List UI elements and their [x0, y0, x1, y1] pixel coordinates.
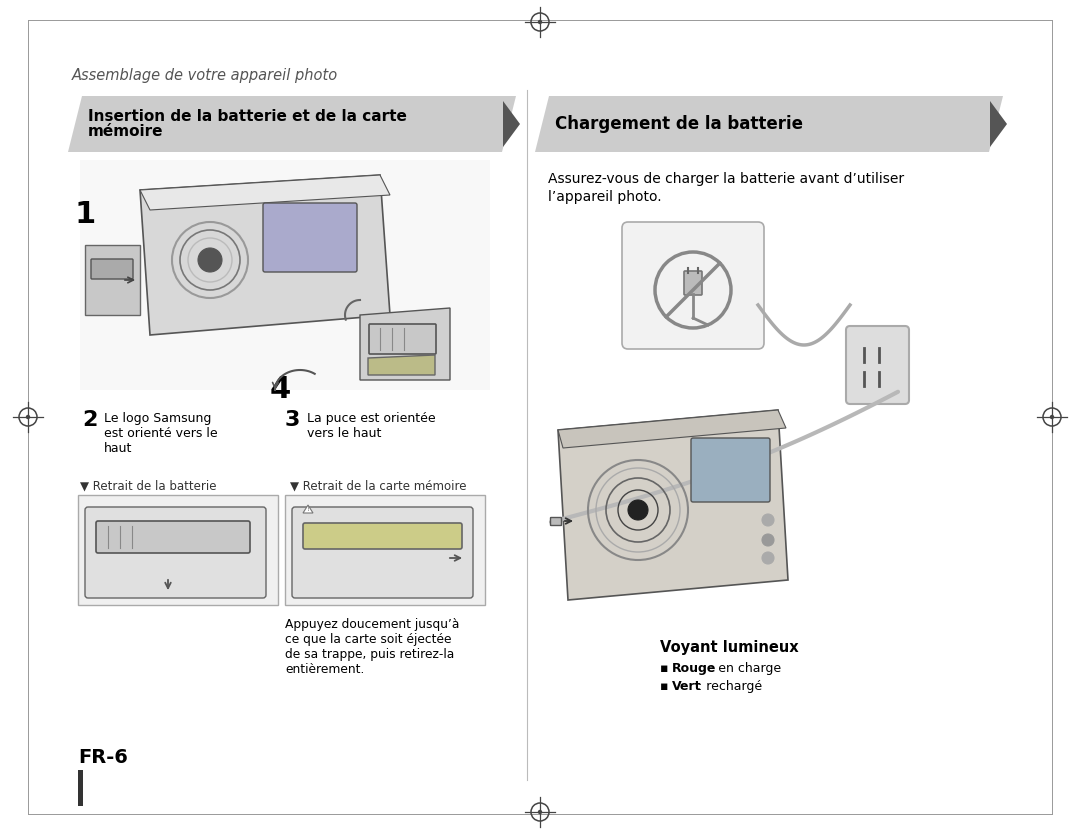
- FancyBboxPatch shape: [96, 521, 249, 553]
- Polygon shape: [360, 308, 450, 380]
- Polygon shape: [140, 175, 390, 210]
- Text: 1: 1: [75, 200, 96, 229]
- Polygon shape: [303, 505, 313, 513]
- Text: ▪: ▪: [660, 680, 673, 693]
- Text: 4: 4: [270, 375, 292, 404]
- Polygon shape: [558, 410, 786, 448]
- Text: FR-6: FR-6: [78, 748, 127, 767]
- Polygon shape: [990, 101, 1007, 147]
- Circle shape: [627, 500, 648, 520]
- Text: Chargement de la batterie: Chargement de la batterie: [555, 115, 804, 133]
- Circle shape: [1051, 415, 1053, 419]
- Polygon shape: [535, 96, 1003, 152]
- FancyBboxPatch shape: [292, 507, 473, 598]
- Text: 2: 2: [82, 410, 97, 430]
- Circle shape: [762, 514, 774, 526]
- Polygon shape: [68, 96, 516, 152]
- Polygon shape: [140, 175, 390, 335]
- Text: Voyant lumineux: Voyant lumineux: [660, 640, 798, 655]
- Text: ▼ Retrait de la carte mémoire: ▼ Retrait de la carte mémoire: [291, 480, 467, 493]
- Circle shape: [27, 415, 29, 419]
- Text: Vert: Vert: [672, 680, 702, 693]
- FancyBboxPatch shape: [264, 203, 357, 272]
- FancyBboxPatch shape: [285, 495, 485, 605]
- FancyBboxPatch shape: [85, 507, 266, 598]
- Text: mémoire: mémoire: [87, 124, 163, 139]
- Text: est orienté vers le: est orienté vers le: [104, 427, 218, 440]
- Text: La puce est orientée: La puce est orientée: [307, 412, 435, 425]
- FancyBboxPatch shape: [369, 324, 436, 354]
- Circle shape: [762, 552, 774, 564]
- FancyBboxPatch shape: [303, 523, 462, 549]
- Polygon shape: [558, 410, 788, 600]
- Circle shape: [539, 811, 541, 813]
- FancyBboxPatch shape: [684, 271, 702, 295]
- Polygon shape: [85, 245, 140, 315]
- Text: haut: haut: [104, 442, 133, 455]
- Circle shape: [762, 534, 774, 546]
- FancyBboxPatch shape: [78, 495, 278, 605]
- Text: l’appareil photo.: l’appareil photo.: [548, 190, 662, 204]
- Text: Rouge: Rouge: [672, 662, 716, 675]
- Text: Assurez-vous de charger la batterie avant d’utiliser: Assurez-vous de charger la batterie avan…: [548, 172, 904, 186]
- Text: ▼ Retrait de la batterie: ▼ Retrait de la batterie: [80, 480, 216, 493]
- FancyBboxPatch shape: [691, 438, 770, 502]
- Text: Assemblage de votre appareil photo: Assemblage de votre appareil photo: [72, 68, 338, 83]
- Circle shape: [539, 21, 541, 23]
- FancyBboxPatch shape: [622, 222, 764, 349]
- Text: Le logo Samsung: Le logo Samsung: [104, 412, 212, 425]
- Text: : en charge: : en charge: [706, 662, 781, 675]
- FancyBboxPatch shape: [846, 326, 909, 404]
- Text: Insertion de la batterie et de la carte: Insertion de la batterie et de la carte: [87, 109, 407, 124]
- Text: ▪: ▪: [660, 662, 673, 675]
- FancyBboxPatch shape: [551, 518, 562, 525]
- Polygon shape: [503, 101, 519, 147]
- Bar: [78, 770, 83, 806]
- Text: : rechargé: : rechargé: [694, 680, 762, 693]
- Text: 3: 3: [285, 410, 300, 430]
- Polygon shape: [368, 355, 435, 375]
- Text: Appuyez doucement jusqu’à
ce que la carte soit éjectée
de sa trappe, puis retire: Appuyez doucement jusqu’à ce que la cart…: [285, 618, 459, 676]
- Circle shape: [198, 248, 222, 272]
- Text: vers le haut: vers le haut: [307, 427, 381, 440]
- FancyBboxPatch shape: [80, 160, 490, 390]
- Text: !: !: [307, 506, 310, 512]
- FancyBboxPatch shape: [91, 259, 133, 279]
